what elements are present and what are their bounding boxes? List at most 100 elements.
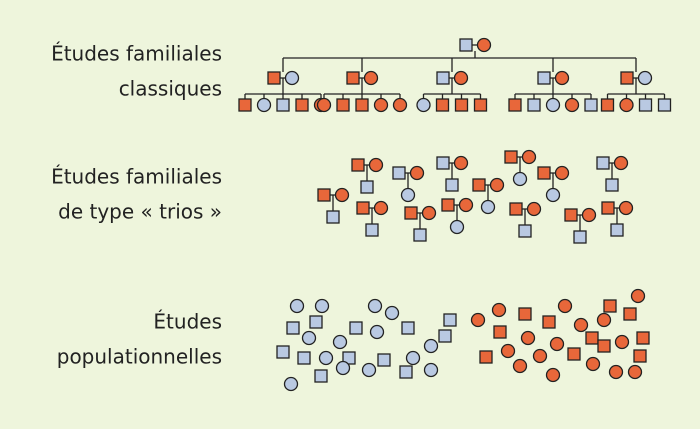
male [443, 313, 457, 327]
male [438, 329, 452, 343]
male [445, 178, 459, 192]
male [636, 331, 650, 345]
male [355, 98, 369, 112]
female [335, 360, 351, 376]
female [573, 317, 589, 333]
male [342, 351, 356, 365]
male [567, 347, 581, 361]
male [326, 210, 340, 224]
female [526, 201, 542, 217]
male [404, 206, 418, 220]
female [545, 187, 561, 203]
female [423, 362, 439, 378]
female [545, 367, 561, 383]
row-label: Études familiales [51, 165, 222, 189]
female [369, 324, 385, 340]
female [512, 358, 528, 374]
row-label: classiques [119, 77, 222, 101]
female [618, 200, 634, 216]
female [581, 207, 597, 223]
male [346, 71, 360, 85]
female [614, 334, 630, 350]
male [267, 71, 281, 85]
male [633, 349, 647, 363]
male [401, 321, 415, 335]
male [518, 307, 532, 321]
male [309, 315, 323, 329]
female [416, 97, 431, 113]
female [458, 197, 474, 213]
female [449, 219, 465, 235]
male [377, 353, 391, 367]
male [623, 307, 637, 321]
female [318, 350, 334, 366]
male [638, 98, 653, 112]
male [605, 178, 619, 192]
male [493, 325, 507, 339]
male [537, 166, 551, 180]
male [600, 98, 615, 112]
female [512, 171, 528, 187]
male [518, 224, 532, 238]
female [363, 70, 379, 86]
female [627, 364, 643, 380]
male [564, 208, 578, 222]
male [435, 98, 450, 112]
female [596, 312, 612, 328]
female [476, 37, 492, 53]
female [613, 155, 629, 171]
male [473, 98, 488, 112]
male [479, 350, 493, 364]
male [276, 98, 290, 112]
female [489, 177, 505, 193]
female [585, 356, 601, 372]
male [537, 71, 551, 85]
female [405, 350, 421, 366]
female [283, 376, 299, 392]
male [441, 198, 455, 212]
female [284, 70, 300, 86]
female [384, 305, 400, 321]
female [557, 298, 573, 314]
female [367, 298, 383, 314]
female [409, 165, 425, 181]
male [601, 201, 615, 215]
female [470, 312, 486, 328]
male [351, 158, 365, 172]
female [453, 70, 469, 86]
female [392, 97, 408, 113]
female [373, 97, 389, 113]
shapes [238, 37, 672, 392]
male [392, 166, 406, 180]
female [545, 97, 561, 113]
row-label: Études [153, 310, 222, 334]
female [520, 330, 536, 346]
female [619, 97, 634, 113]
male [509, 202, 523, 216]
male [413, 228, 427, 242]
male [597, 339, 611, 353]
male [317, 188, 331, 202]
female [554, 165, 570, 181]
male [584, 98, 598, 112]
male [596, 156, 610, 170]
male [399, 365, 413, 379]
male [504, 150, 518, 164]
female [373, 200, 389, 216]
female [421, 205, 437, 221]
female [256, 97, 272, 113]
male [508, 98, 522, 112]
male [360, 180, 374, 194]
male [336, 98, 350, 112]
female [500, 343, 516, 359]
female [608, 364, 624, 380]
male [286, 321, 300, 335]
male [459, 38, 473, 52]
male [610, 223, 624, 237]
row-label: populationnelles [57, 345, 222, 369]
female [480, 199, 496, 215]
female [630, 288, 646, 304]
female [332, 334, 348, 350]
female [532, 348, 548, 364]
male [454, 98, 469, 112]
